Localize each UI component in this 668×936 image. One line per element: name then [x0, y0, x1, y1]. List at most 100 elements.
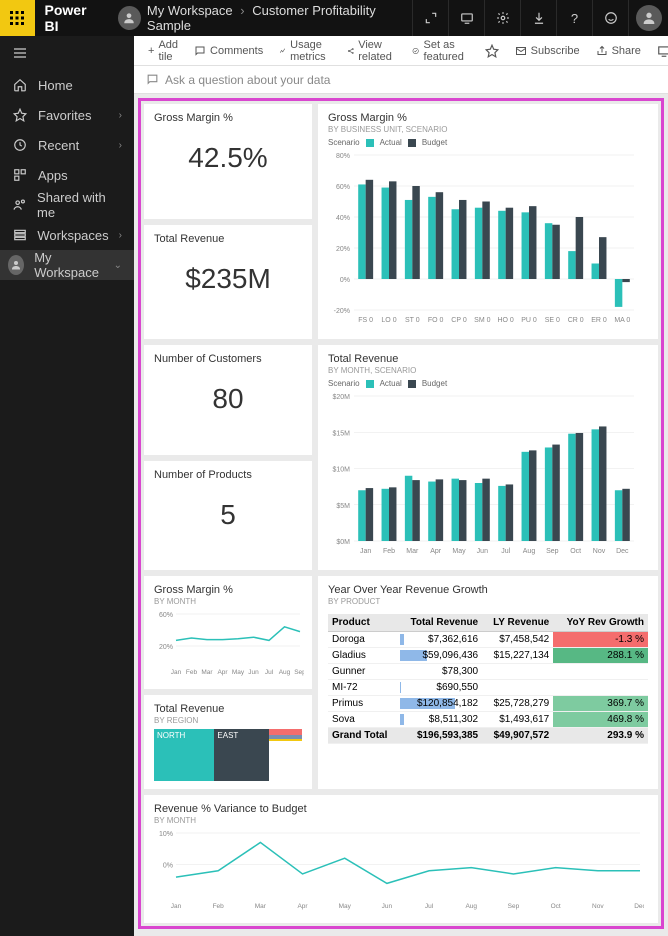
related-icon: [347, 45, 355, 57]
feedback-button[interactable]: [592, 0, 628, 36]
user-avatar-button[interactable]: [628, 0, 668, 36]
tile-subtitle: By Region: [154, 716, 302, 725]
top-bar: Power BI My Workspace › Customer Profita…: [0, 0, 668, 36]
svg-text:Aug: Aug: [279, 669, 291, 676]
svg-text:ER 0: ER 0: [591, 317, 607, 324]
svg-text:Jun: Jun: [477, 548, 488, 555]
qna-bar[interactable]: Ask a question about your data: [134, 66, 668, 94]
svg-text:Mar: Mar: [406, 548, 419, 555]
tile-rev-region[interactable]: Total Revenue By Region NORTHEAST: [144, 695, 312, 789]
nav-workspaces[interactable]: Workspaces›: [0, 220, 134, 250]
view-related-button[interactable]: View related: [341, 36, 403, 65]
tile-title: Gross Margin %: [154, 584, 302, 596]
svg-text:May: May: [339, 903, 352, 910]
device-icon: [657, 44, 668, 58]
svg-text:ST 0: ST 0: [405, 317, 420, 324]
apps-icon: [12, 168, 28, 182]
download-button[interactable]: [520, 0, 556, 36]
fullscreen-button[interactable]: [412, 0, 448, 36]
svg-text:May: May: [232, 669, 245, 676]
svg-text:Aug: Aug: [465, 903, 477, 910]
svg-text:$20M: $20M: [332, 394, 350, 401]
tile-subtitle: By Business Unit, Scenario: [328, 125, 648, 134]
svg-text:MA 0: MA 0: [614, 317, 630, 324]
svg-text:Sep: Sep: [546, 548, 559, 555]
present-button[interactable]: [448, 0, 484, 36]
tile-total-revenue[interactable]: Total Revenue $235M: [144, 225, 312, 340]
chart-legend: ScenarioActualBudget: [328, 379, 648, 388]
tile-gm-by-bu[interactable]: Gross Margin % By Business Unit, Scenari…: [318, 104, 658, 339]
tile-variance[interactable]: Revenue % Variance to Budget By Month 0%…: [144, 795, 658, 923]
breadcrumb-separator: ›: [240, 3, 244, 18]
nav-apps[interactable]: Apps: [0, 160, 134, 190]
share-button[interactable]: Share: [590, 36, 647, 65]
nav-favorites[interactable]: Favorites›: [0, 100, 134, 130]
nav-toggle-button[interactable]: [0, 36, 134, 70]
settings-button[interactable]: [484, 0, 520, 36]
svg-text:Oct: Oct: [551, 903, 561, 910]
svg-text:Jan: Jan: [360, 548, 371, 555]
svg-text:Dec: Dec: [616, 548, 629, 555]
breadcrumb-workspace[interactable]: My Workspace: [147, 3, 233, 18]
svg-text:SE 0: SE 0: [545, 317, 560, 324]
nav-my-workspace-label: My Workspace: [34, 250, 103, 280]
nav-shared[interactable]: Shared with me: [0, 190, 134, 220]
tile-num-products[interactable]: Number of Products 5: [144, 461, 312, 571]
tile-gross-margin-pct[interactable]: Gross Margin % 42.5%: [144, 104, 312, 219]
tile-num-customers[interactable]: Number of Customers 80: [144, 345, 312, 455]
tile-title: Total Revenue: [328, 353, 648, 365]
tile-title: Number of Customers: [154, 353, 302, 365]
rev-region-treemap: NORTHEAST: [154, 729, 302, 781]
chat-icon: [146, 73, 159, 86]
svg-text:20%: 20%: [336, 246, 350, 253]
nav-home-label: Home: [38, 78, 73, 93]
clock-icon: [12, 138, 28, 152]
workspace-avatar-icon: [118, 6, 141, 30]
svg-text:Nov: Nov: [593, 548, 606, 555]
svg-text:FS 0: FS 0: [358, 317, 373, 324]
metrics-icon: [279, 45, 286, 57]
set-featured-button[interactable]: Set as featured: [406, 36, 474, 65]
nav-home[interactable]: Home: [0, 70, 134, 100]
svg-text:CP 0: CP 0: [451, 317, 467, 324]
kpi-value: 42.5%: [154, 124, 302, 184]
chevron-right-icon: ›: [119, 230, 122, 241]
svg-text:Feb: Feb: [383, 548, 395, 555]
left-nav: Home Favorites› Recent› Apps Shared with…: [0, 36, 134, 936]
nav-recent[interactable]: Recent›: [0, 130, 134, 160]
rev-by-month-chart: $0M$5M$10M$15M$20MJanFebMarAprMayJunJulA…: [328, 392, 638, 557]
svg-text:Sep: Sep: [508, 903, 520, 910]
tile-gm-line[interactable]: Gross Margin % By Month 20%60%JanFebMarA…: [144, 576, 312, 689]
tile-title: Gross Margin %: [328, 112, 648, 124]
svg-text:Nov: Nov: [592, 903, 604, 910]
device-button[interactable]: ⌄: [651, 36, 668, 65]
usage-metrics-button[interactable]: Usage metrics: [273, 36, 336, 65]
app-launcher-button[interactable]: [0, 0, 35, 36]
comments-button[interactable]: Comments: [188, 36, 269, 65]
dashboard-toolbar: +Add tile Comments Usage metrics View re…: [134, 36, 668, 66]
svg-text:-20%: -20%: [334, 308, 350, 315]
star-icon: [12, 108, 28, 122]
nav-my-workspace[interactable]: My Workspace⌄: [0, 250, 134, 280]
svg-text:Jan: Jan: [171, 903, 182, 910]
tile-title: Revenue % Variance to Budget: [154, 803, 648, 815]
nav-apps-label: Apps: [38, 168, 68, 183]
main-area: +Add tile Comments Usage metrics View re…: [134, 36, 668, 936]
tile-yoy[interactable]: Year Over Year Revenue Growth By Product…: [318, 576, 658, 789]
svg-text:Dec: Dec: [634, 903, 644, 910]
svg-text:0%: 0%: [163, 863, 173, 870]
gm-line-chart: 20%60%JanFebMarAprMayJunJulAugSep: [154, 606, 304, 676]
comment-icon: [194, 45, 206, 57]
svg-text:$5M: $5M: [336, 503, 350, 510]
svg-text:FO 0: FO 0: [428, 317, 444, 324]
tile-rev-by-month[interactable]: Total Revenue By Month, Scenario Scenari…: [318, 345, 658, 570]
svg-text:20%: 20%: [159, 644, 173, 651]
help-button[interactable]: ?: [556, 0, 592, 36]
add-tile-button[interactable]: +Add tile: [142, 36, 184, 65]
tile-title: Year Over Year Revenue Growth: [328, 584, 648, 596]
favorite-button[interactable]: [479, 36, 505, 65]
tile-subtitle: By Month: [154, 597, 302, 606]
chart-legend: ScenarioActualBudget: [328, 138, 648, 147]
svg-text:Apr: Apr: [430, 548, 442, 555]
subscribe-button[interactable]: Subscribe: [509, 36, 586, 65]
